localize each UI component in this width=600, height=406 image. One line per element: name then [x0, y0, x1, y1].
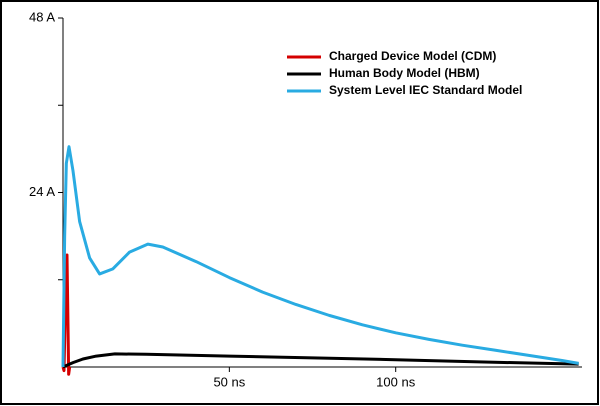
legend-label: System Level IEC Standard Model [329, 83, 522, 97]
legend-label: Human Body Model (HBM) [329, 66, 480, 80]
y-tick-label: 24 A [29, 184, 55, 199]
legend-label: Charged Device Model (CDM) [329, 49, 496, 63]
x-tick-label: 100 ns [376, 374, 416, 389]
x-tick-label: 50 ns [213, 374, 245, 389]
series-line [62, 352, 579, 369]
y-tick-label: 48 A [29, 9, 55, 24]
series-line [61, 145, 579, 368]
